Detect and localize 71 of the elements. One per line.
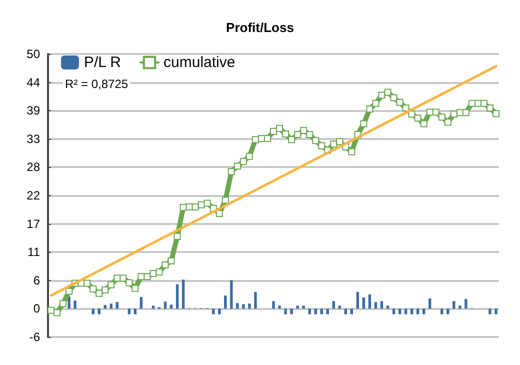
y-tick-label: 33 (26, 132, 40, 146)
bar (290, 308, 293, 314)
bar (212, 308, 215, 314)
bar (134, 308, 137, 314)
bar (422, 308, 426, 314)
bar (350, 308, 354, 314)
bar (314, 308, 317, 314)
bar (410, 308, 414, 314)
bar (374, 302, 378, 309)
bar (302, 306, 305, 309)
y-tick-label: -6 (29, 330, 40, 344)
bar (416, 308, 420, 314)
legend-label: cumulative (164, 54, 236, 71)
bar (458, 306, 462, 309)
bar (284, 308, 287, 314)
bar (296, 306, 299, 309)
bar (308, 308, 311, 314)
bar (182, 280, 185, 309)
bar (248, 304, 251, 309)
bar (428, 298, 432, 309)
bar (398, 308, 402, 314)
bar (92, 308, 94, 314)
bar (140, 296, 143, 309)
bar (392, 308, 396, 314)
bar (320, 308, 323, 314)
bar (368, 294, 372, 309)
bar (242, 304, 245, 309)
bar (338, 306, 341, 309)
bar (446, 308, 450, 314)
bar (170, 304, 173, 309)
y-tick-label: 11 (28, 245, 40, 260)
bar (272, 301, 275, 309)
chart-title: Profit/Loss (226, 20, 294, 35)
bar (344, 308, 348, 314)
y-tick-label: 50 (26, 47, 40, 61)
bar (104, 305, 106, 309)
bar (326, 308, 329, 314)
bar (356, 292, 360, 309)
y-tick-label: 22 (26, 188, 40, 202)
annotation: R² = 0,8725 (65, 77, 128, 91)
bar (380, 301, 384, 309)
bar (494, 308, 498, 314)
legend-label: P/L R (84, 54, 122, 71)
bar (74, 300, 76, 309)
bar (236, 303, 239, 309)
bar (164, 302, 167, 309)
bar (362, 297, 366, 309)
bar (230, 280, 233, 309)
bar (254, 292, 257, 309)
bar (386, 306, 390, 309)
y-tick-label: 28 (26, 160, 40, 174)
bar (152, 306, 155, 309)
bar (98, 308, 100, 314)
bar (176, 284, 179, 309)
bar (224, 295, 227, 309)
bar (464, 299, 468, 309)
bar (440, 308, 444, 314)
bar (218, 308, 221, 314)
bar (332, 301, 335, 309)
y-tick-label: 0 (33, 302, 40, 316)
bar (452, 301, 456, 309)
y-tick-label: 6 (33, 273, 40, 288)
y-tick-label: 39 (26, 104, 40, 118)
bar (278, 306, 281, 309)
bar (488, 308, 492, 314)
bar (404, 308, 408, 314)
bar (116, 302, 119, 309)
y-tick-label: 17 (26, 216, 40, 231)
bar (128, 308, 131, 314)
bar (110, 304, 112, 309)
y-tick-label: 44 (26, 75, 40, 90)
